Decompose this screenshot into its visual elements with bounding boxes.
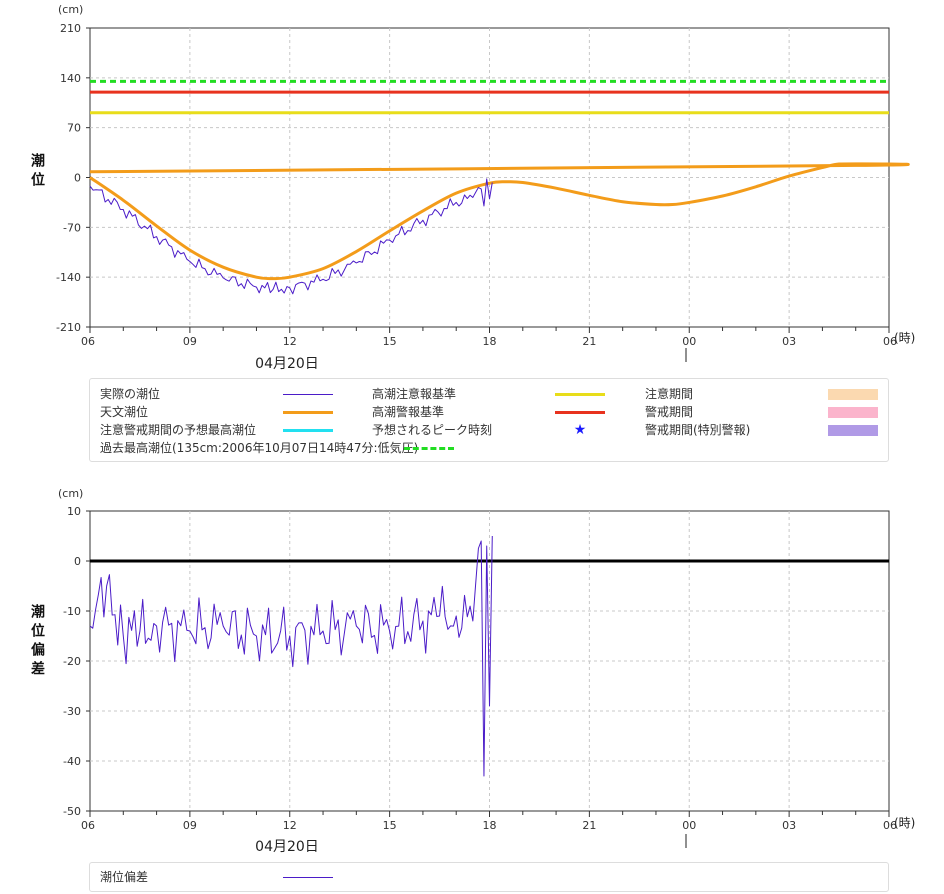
legend-label: 過去最高潮位(135cm:2006年10月07日14時47分:低気圧) (100, 441, 419, 455)
deviation-ytick-label: -20 (63, 655, 81, 668)
deviation-ytick-label: -10 (63, 605, 81, 618)
legend-label: 注意警戒期間の予想最高潮位 (100, 423, 257, 437)
deviation-xtick-label: 03 (782, 819, 796, 832)
deviation-ytick-label: -40 (63, 755, 81, 768)
tide-xaxis: 06 09 12 15 18 21 00 03 06 (81, 327, 897, 348)
deviation-x-unit: (時) (894, 816, 915, 830)
tide-deviation-chart: (cm) 潮位偏差 10 0 -10 -20 -30 -40 -50 06 09 12 15 18 2… (31, 487, 915, 855)
deviation-yaxis: 10 0 -10 -20 -30 -40 -50 (63, 505, 90, 818)
deviation-xtick-label: 06 (883, 819, 897, 832)
deviation-xtick-label: 09 (183, 819, 197, 832)
tide-grid (90, 28, 889, 327)
deviation-ytick-label: 10 (67, 505, 81, 518)
legend-swatch (555, 405, 605, 414)
tide-xtick-label: 15 (383, 335, 397, 348)
legend-label: 予想されるピーク時刻 (372, 423, 493, 437)
legend-label: 高潮注意報基準 (372, 387, 457, 401)
deviation-ytick-label: -50 (63, 805, 81, 818)
deviation-xtick-label: 15 (383, 819, 397, 832)
tide-date-label: 04月20日 (255, 356, 319, 372)
tide-ytick-label: 0 (74, 172, 81, 185)
tide-unit-label: (cm) (58, 3, 83, 16)
deviation-series-line (89, 535, 493, 777)
deviation-series (89, 535, 493, 777)
tide-xtick-label: 03 (782, 335, 796, 348)
star-icon: ★ (573, 422, 587, 438)
tide-ytick-label: 70 (67, 122, 81, 135)
deviation-legend: 潮位偏差 (89, 862, 889, 892)
legend-swatch (828, 387, 878, 400)
deviation-unit-label: (cm) (58, 487, 83, 500)
legend-swatch (555, 387, 605, 396)
tide-x-unit: (時) (894, 331, 915, 345)
tide-ytick-label: -210 (56, 321, 81, 334)
legend-swatch (283, 405, 333, 414)
legend-label: 警戒期間(特別警報) (645, 423, 751, 437)
tide-series (89, 162, 910, 295)
legend-swatch (283, 870, 333, 878)
tide-xtick-label: 00 (682, 335, 696, 348)
deviation-ytick-label: -30 (63, 705, 81, 718)
tide-xtick-label: 21 (582, 335, 596, 348)
tide-level-chart: (cm) 潮位 210 140 70 0 -70 -140 -210 06 09 12 15 18 2… (31, 3, 915, 372)
legend-swatch (828, 405, 878, 418)
tide-series-line (89, 162, 910, 281)
tide-series-line (89, 178, 493, 295)
tide-xtick-label: 06 (883, 335, 897, 348)
deviation-ytick-label: 0 (74, 555, 81, 568)
legend-swatch (828, 423, 878, 436)
tide-ytick-label: 140 (60, 72, 81, 85)
deviation-grid (90, 511, 889, 811)
deviation-xtick-label: 18 (483, 819, 497, 832)
deviation-xtick-label: 00 (682, 819, 696, 832)
legend-swatch (283, 423, 333, 432)
legend-swatch (283, 387, 333, 395)
legend-label: 注意期間 (645, 387, 694, 401)
deviation-xtick-label: 06 (81, 819, 95, 832)
tide-xtick-label: 18 (483, 335, 497, 348)
tide-yaxis: 210 140 70 0 -70 -140 -210 (56, 22, 90, 334)
deviation-xtick-label: 21 (582, 819, 596, 832)
tide-ylabel: 潮位 (31, 153, 45, 189)
tide-ytick-label: -140 (56, 271, 81, 284)
legend-label: 警戒期間 (645, 405, 694, 419)
tide-xtick-label: 06 (81, 335, 95, 348)
legend-label: 天文潮位 (100, 405, 149, 419)
tide-reference-lines (90, 79, 889, 115)
legend-label: 実際の潮位 (100, 387, 161, 401)
legend-label: 潮位偏差 (100, 870, 149, 884)
tide-xtick-label: 09 (183, 335, 197, 348)
tide-ytick-label: -70 (63, 221, 81, 234)
deviation-date-label: 04月20日 (255, 839, 319, 855)
deviation-ylabel: 潮位偏差 (31, 604, 45, 678)
deviation-xtick-label: 12 (283, 819, 297, 832)
legend-label: 高潮警報基準 (372, 405, 445, 419)
tide-legend: 実際の潮位天文潮位注意警戒期間の予想最高潮位過去最高潮位(135cm:2006年… (89, 378, 889, 462)
deviation-xaxis: 06 09 12 15 18 21 00 03 06 (81, 811, 897, 832)
tide-ytick-label: 210 (60, 22, 81, 35)
tide-xtick-label: 12 (283, 335, 297, 348)
legend-swatch (404, 441, 454, 450)
